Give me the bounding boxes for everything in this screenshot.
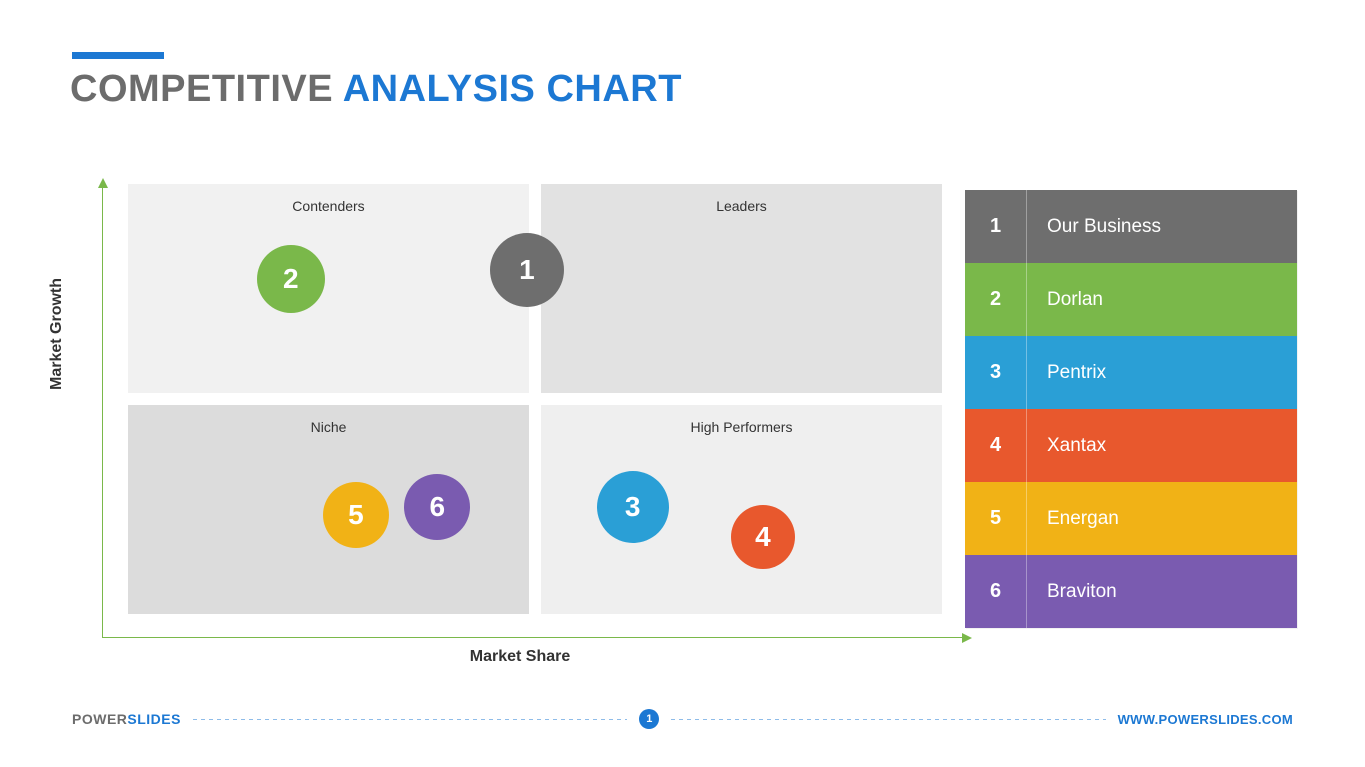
footer-brand: POWERSLIDES bbox=[72, 711, 181, 727]
legend-label: Pentrix bbox=[1027, 362, 1106, 384]
y-axis-arrow bbox=[102, 180, 103, 638]
legend-row: 5Energan bbox=[965, 482, 1297, 555]
legend-label: Dorlan bbox=[1027, 289, 1103, 311]
bubble-6: 6 bbox=[404, 474, 470, 540]
footer-url: WWW.POWERSLIDES.COM bbox=[1118, 712, 1293, 727]
legend-row: 6Braviton bbox=[965, 555, 1297, 628]
x-axis-label: Market Share bbox=[70, 648, 970, 666]
footer-divider bbox=[671, 719, 1105, 720]
title-accent-bar bbox=[72, 52, 164, 59]
y-axis-label: Market Growth bbox=[48, 278, 66, 390]
quadrant-contenders: Contenders bbox=[128, 184, 529, 393]
competitive-chart: Market Growth Contenders Leaders Niche H… bbox=[70, 180, 970, 660]
x-axis-arrow bbox=[102, 637, 970, 638]
legend-label: Our Business bbox=[1027, 216, 1161, 238]
legend-row: 1Our Business bbox=[965, 190, 1297, 263]
bubble-3: 3 bbox=[597, 471, 669, 543]
legend-label: Energan bbox=[1027, 508, 1119, 530]
legend-number: 6 bbox=[965, 555, 1027, 628]
page-title: COMPETITIVE ANALYSIS CHART bbox=[70, 68, 682, 111]
footer: POWERSLIDES 1 WWW.POWERSLIDES.COM bbox=[72, 709, 1293, 729]
quadrant-label: Leaders bbox=[541, 198, 942, 214]
legend-row: 3Pentrix bbox=[965, 336, 1297, 409]
title-part1: COMPETITIVE bbox=[70, 68, 333, 110]
legend-number: 4 bbox=[965, 409, 1027, 482]
quadrant-label: Niche bbox=[128, 419, 529, 435]
quadrant-label: Contenders bbox=[128, 198, 529, 214]
legend-number: 1 bbox=[965, 190, 1027, 263]
quadrant-leaders: Leaders bbox=[541, 184, 942, 393]
legend-row: 2Dorlan bbox=[965, 263, 1297, 336]
title-part2: ANALYSIS CHART bbox=[343, 68, 682, 110]
legend: 1Our Business2Dorlan3Pentrix4Xantax5Ener… bbox=[965, 190, 1297, 628]
footer-brand-part2: SLIDES bbox=[127, 711, 181, 727]
quadrant-grid: Contenders Leaders Niche High Performers… bbox=[128, 184, 942, 614]
bubble-2: 2 bbox=[257, 245, 325, 313]
legend-label: Xantax bbox=[1027, 435, 1106, 457]
legend-number: 3 bbox=[965, 336, 1027, 409]
footer-divider bbox=[193, 719, 627, 720]
footer-brand-part1: POWER bbox=[72, 711, 127, 727]
bubble-4: 4 bbox=[731, 505, 795, 569]
quadrant-label: High Performers bbox=[541, 419, 942, 435]
footer-page-number: 1 bbox=[639, 709, 659, 729]
legend-number: 2 bbox=[965, 263, 1027, 336]
bubble-1: 1 bbox=[490, 233, 564, 307]
legend-row: 4Xantax bbox=[965, 409, 1297, 482]
bubble-5: 5 bbox=[323, 482, 389, 548]
legend-label: Braviton bbox=[1027, 581, 1117, 603]
legend-number: 5 bbox=[965, 482, 1027, 555]
